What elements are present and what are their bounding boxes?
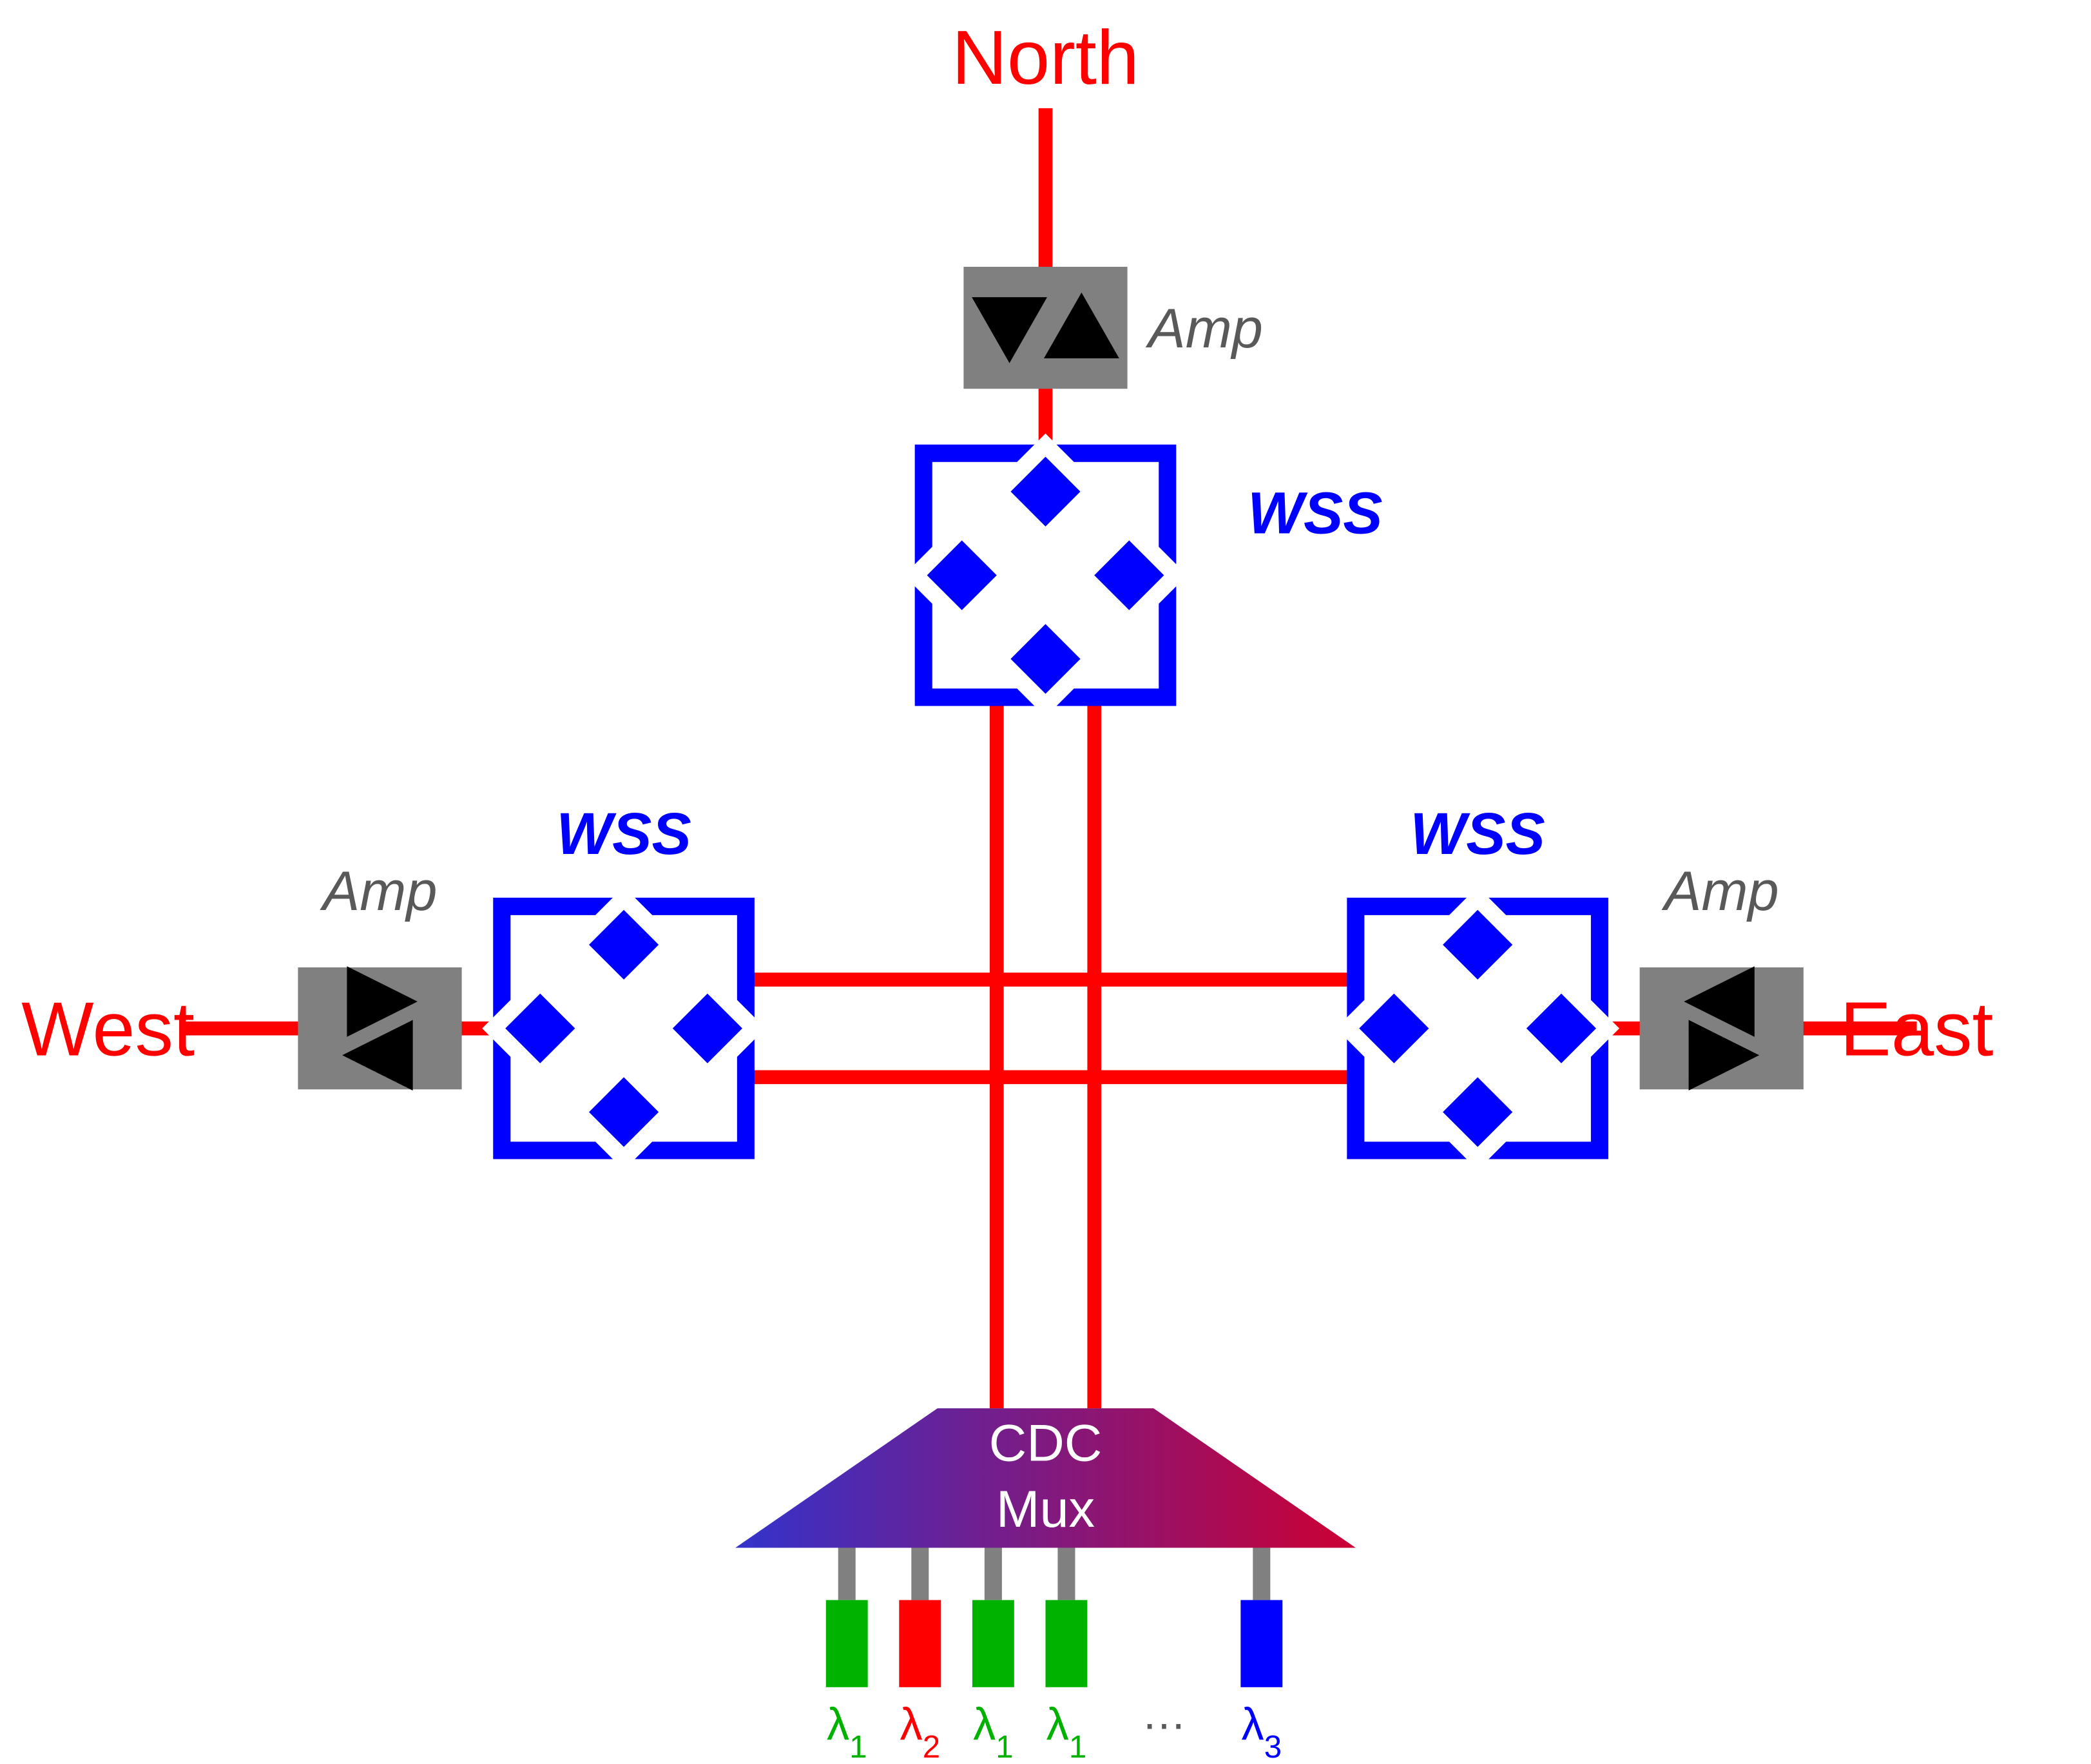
channel-chip-3 — [1046, 1600, 1088, 1687]
amp-label-west: Amp — [320, 860, 438, 922]
channel-chip-1 — [899, 1600, 941, 1687]
channel-dots: … — [1141, 1688, 1186, 1739]
mux-label-1: CDC — [989, 1414, 1103, 1472]
amp-label-east: Amp — [1661, 860, 1779, 922]
mux-label-2: Mux — [996, 1480, 1095, 1538]
label-west: West — [21, 986, 195, 1072]
label-north: North — [952, 15, 1139, 101]
wss-label-north: WSS — [1248, 481, 1382, 547]
channel-chip-0 — [826, 1600, 868, 1687]
label-east: East — [1840, 986, 1994, 1072]
amp-label-north: Amp — [1145, 298, 1263, 360]
channel-chip-2 — [972, 1600, 1014, 1687]
channel-chip-4 — [1240, 1600, 1282, 1687]
amp-north — [963, 267, 1127, 389]
wss-label-west: WSS — [556, 801, 691, 867]
wss-label-east: WSS — [1410, 801, 1545, 867]
